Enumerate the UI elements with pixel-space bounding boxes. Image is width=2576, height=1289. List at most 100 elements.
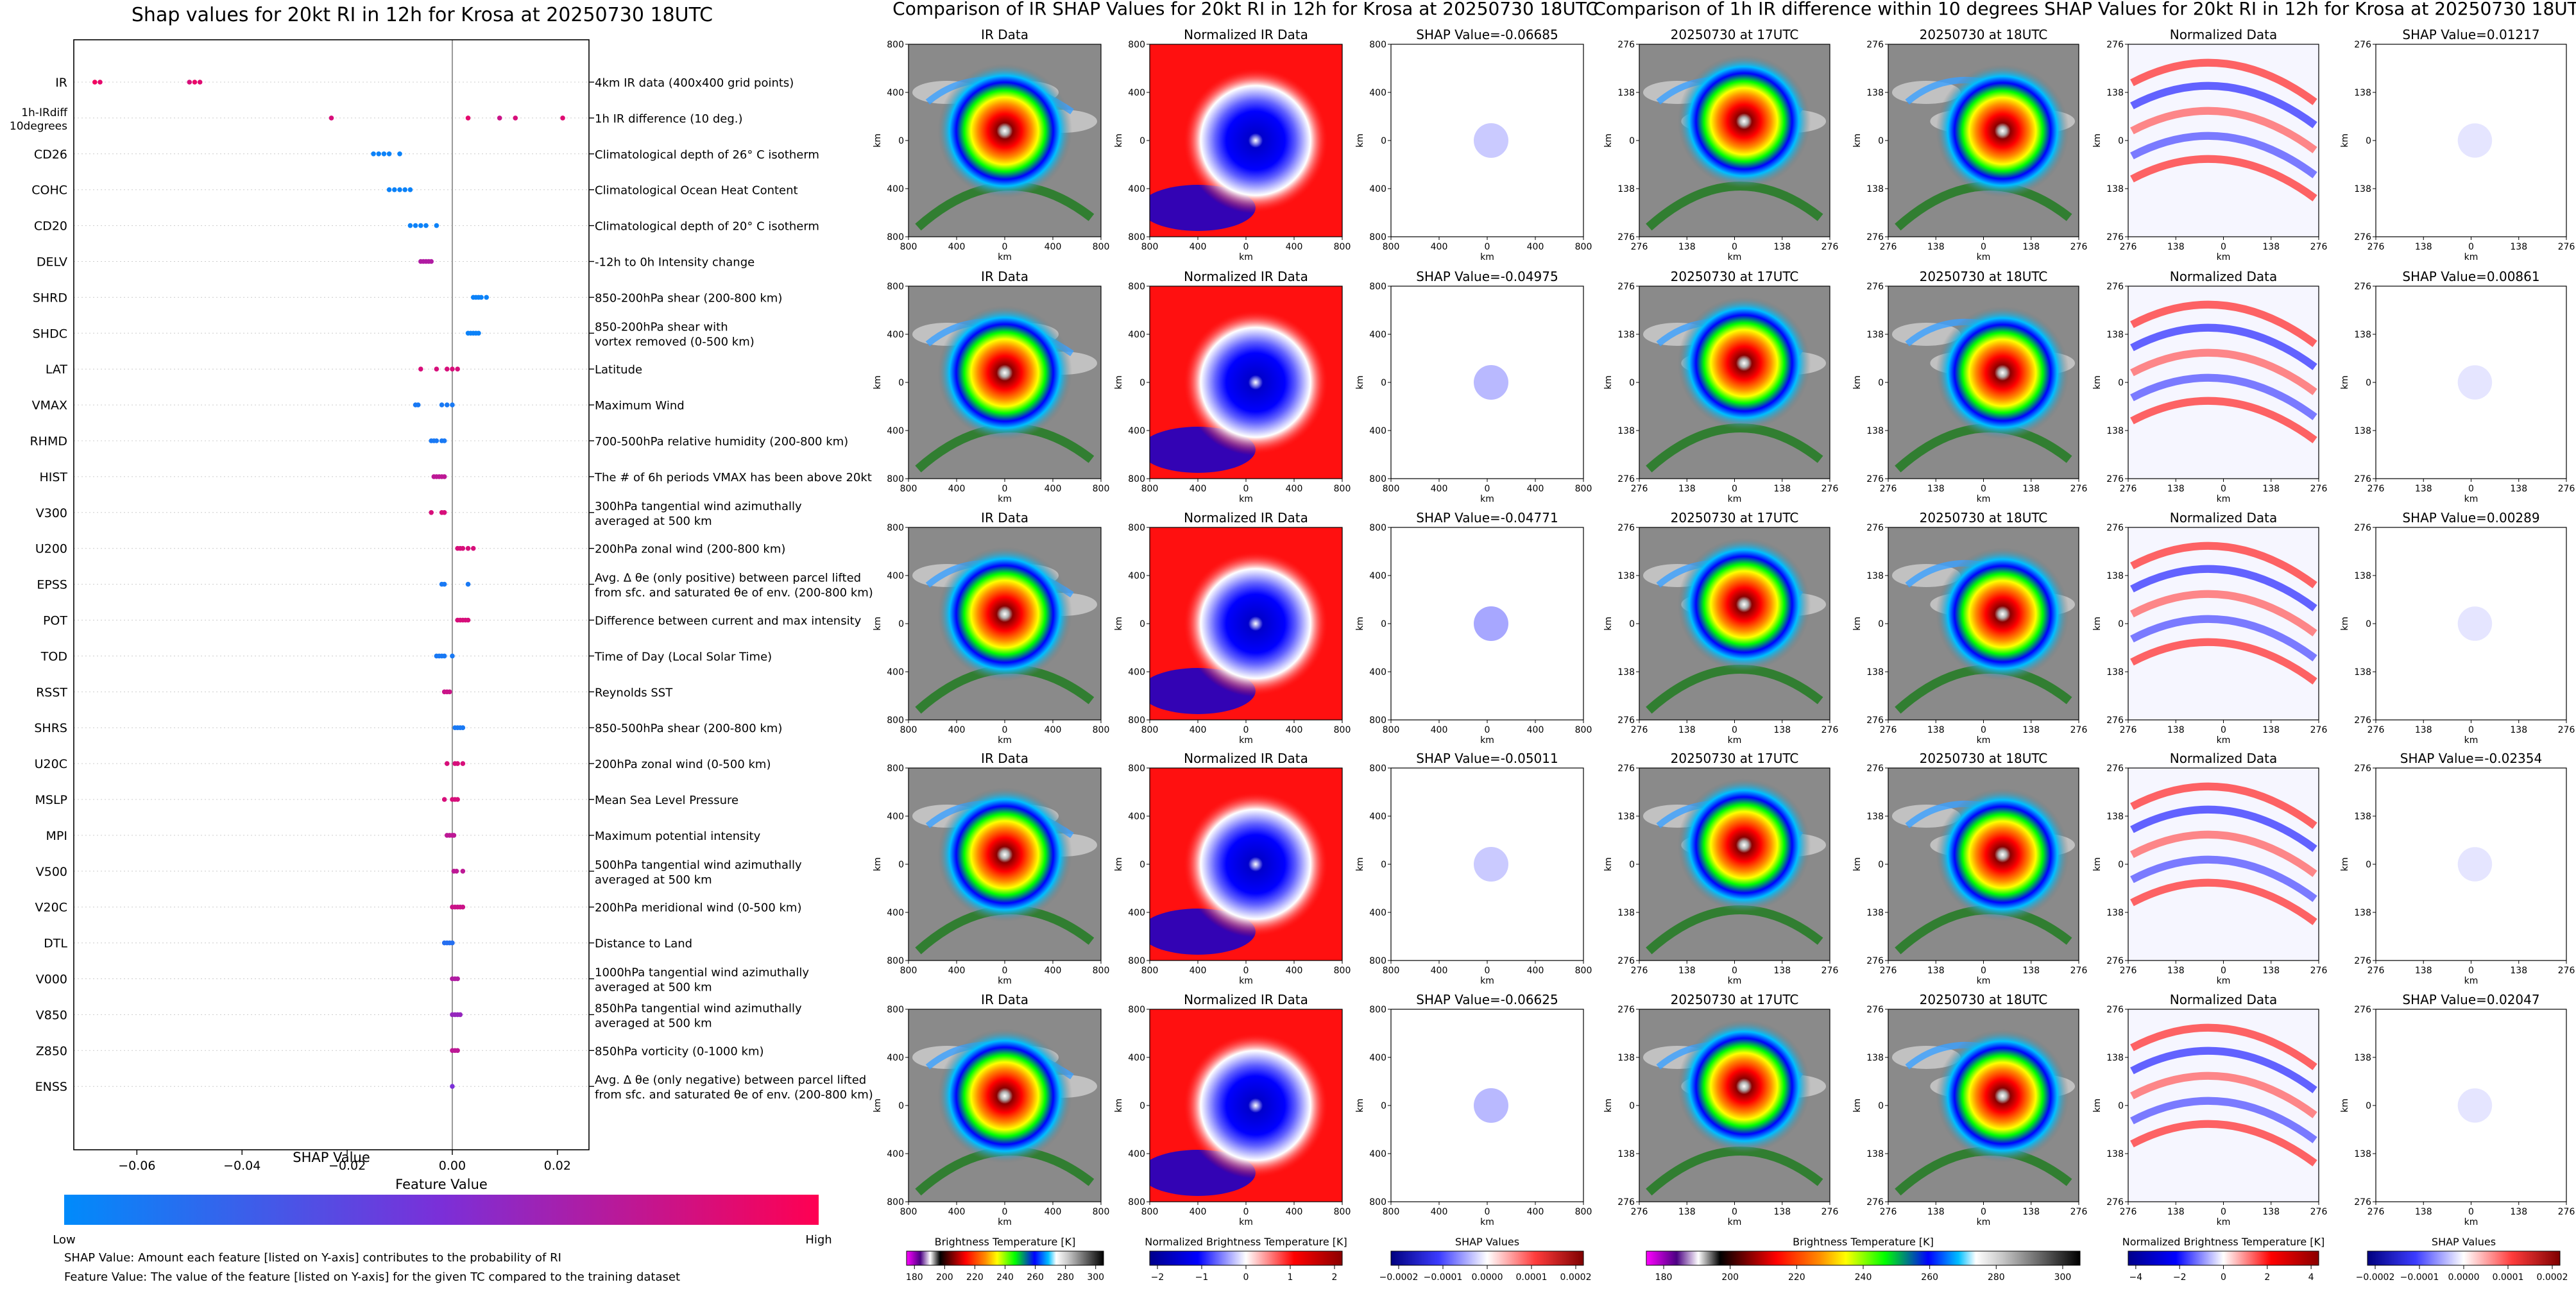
panel-title-normalized-data: Normalized Data (2170, 751, 2278, 766)
xtick-label: 400 (1286, 484, 1303, 494)
ytick-label: 276 (2354, 1197, 2371, 1208)
colorbar: Normalized Brightness Temperature [K] −4 −… (2122, 1236, 2325, 1283)
feature-label: 10degrees (10, 120, 67, 133)
xtick-label: 400 (1431, 1207, 1448, 1217)
xtick-label: 0 (1485, 242, 1490, 252)
colorbar-tick-label: 2 (1332, 1272, 1338, 1283)
ytick-label: 276 (1617, 474, 1635, 484)
panel-title-18utc: 20250730 at 18UTC (1920, 992, 2048, 1007)
ytick-label: 800 (887, 764, 904, 774)
ytick-label: 138 (1617, 908, 1635, 918)
ytick-label: 400 (887, 908, 904, 918)
feature-description: Reynolds SST (595, 686, 673, 699)
x-axis-label: km (1977, 976, 1991, 986)
xtick-label: 0 (1243, 725, 1249, 735)
xtick-label: 276 (1880, 725, 1897, 735)
xtick-label: 276 (2558, 966, 2575, 976)
feature-label: POT (43, 614, 67, 628)
y-axis-label: km (1852, 1098, 1863, 1113)
ytick-label: 276 (1617, 40, 1635, 50)
ir-image (1639, 768, 1830, 960)
xtick-label: 276 (2310, 725, 2328, 735)
ytick-label: 276 (2106, 474, 2124, 484)
ytick-label: 400 (887, 667, 904, 678)
shap-point (450, 940, 455, 946)
shap-point (328, 115, 334, 121)
xtick-label: 276 (1631, 725, 1648, 735)
ytick-label: 800 (1369, 40, 1386, 50)
xtick-label: 800 (1575, 966, 1592, 976)
shap-point (450, 1084, 455, 1089)
xtick-label: 0 (1732, 725, 1737, 735)
xtick-label: 400 (1527, 725, 1544, 735)
xtick-label: 138 (2167, 1207, 2185, 1217)
ytick-label: 0 (1139, 1101, 1145, 1111)
shap-point (92, 80, 98, 85)
shap-point (429, 259, 434, 264)
ytick-label: 800 (887, 232, 904, 243)
xtick-label: 800 (1383, 725, 1400, 735)
difference-arc (2130, 1097, 2317, 1143)
xtick-label: 138 (1773, 725, 1791, 735)
ytick-label: 400 (887, 330, 904, 340)
ytick-label: 0 (1878, 860, 1884, 870)
shap-point (407, 187, 413, 192)
shap-point (447, 689, 452, 695)
ytick-label: 276 (1617, 764, 1635, 774)
panel-title-shap-value: SHAP Value=-0.02354 (2400, 751, 2542, 766)
x-axis-label: km (1480, 1217, 1494, 1227)
ytick-label: 276 (2106, 715, 2124, 726)
right-title: Comparison of 1h IR difference within 10… (1593, 0, 2576, 19)
xtick-label: 276 (2367, 1207, 2385, 1217)
shap-point (450, 402, 455, 407)
y-axis-label: km (873, 857, 883, 871)
ytick-label: 0 (1629, 860, 1635, 870)
xtick-label: 276 (2070, 966, 2088, 976)
ytick-label: 800 (1128, 956, 1145, 966)
xtick-label: 800 (1334, 725, 1351, 735)
x-axis-label: SHAP Value (293, 1150, 370, 1165)
xtick-label: 400 (1286, 242, 1303, 252)
ytick-label: 276 (2354, 282, 2371, 292)
ytick-label: 800 (1128, 764, 1145, 774)
y-axis-label: km (1114, 133, 1124, 148)
shap-point (423, 223, 429, 228)
ytick-label: 138 (1617, 184, 1635, 194)
x-axis-label: km (1977, 494, 1991, 504)
xtick-label: 0 (1002, 242, 1008, 252)
shap-point (197, 80, 203, 85)
difference-arc (2130, 323, 2317, 370)
ytick-label: 276 (1617, 282, 1635, 292)
shap-blob (1474, 1088, 1508, 1123)
xtick-label: 0 (1485, 966, 1490, 976)
feature-label: LAT (46, 363, 68, 377)
shap-point (397, 187, 402, 192)
ytick-label: 276 (2354, 232, 2371, 243)
ytick-label: 800 (887, 956, 904, 966)
storm-core (1936, 306, 2070, 440)
shap-blob (1474, 365, 1508, 400)
ytick-label: 800 (1128, 1005, 1145, 1015)
shap-point (497, 115, 502, 121)
xtick-label: 276 (2367, 966, 2385, 976)
ir-image (908, 527, 1101, 720)
feature-label: U200 (35, 542, 67, 556)
xtick-label: 138 (2022, 725, 2040, 735)
storm-core (1936, 547, 2070, 681)
ytick-label: 138 (1866, 667, 1884, 678)
xtick-label: 138 (2022, 1207, 2040, 1217)
y-axis-label: km (873, 375, 883, 389)
xtick-label: 276 (1821, 484, 1839, 494)
panel-title-shap-value: SHAP Value=-0.06625 (1416, 992, 1558, 1007)
ytick-label: 400 (1369, 908, 1386, 918)
xtick-label: 0 (1981, 966, 1986, 976)
colorbar-bar (906, 1251, 1104, 1266)
ytick-label: 400 (887, 1149, 904, 1159)
ytick-label: 276 (2354, 764, 2371, 774)
xtick-label: 0 (1243, 242, 1249, 252)
ytick-label: 276 (1866, 1005, 1884, 1015)
panel-title-shap-value: SHAP Value=0.00861 (2402, 269, 2539, 284)
